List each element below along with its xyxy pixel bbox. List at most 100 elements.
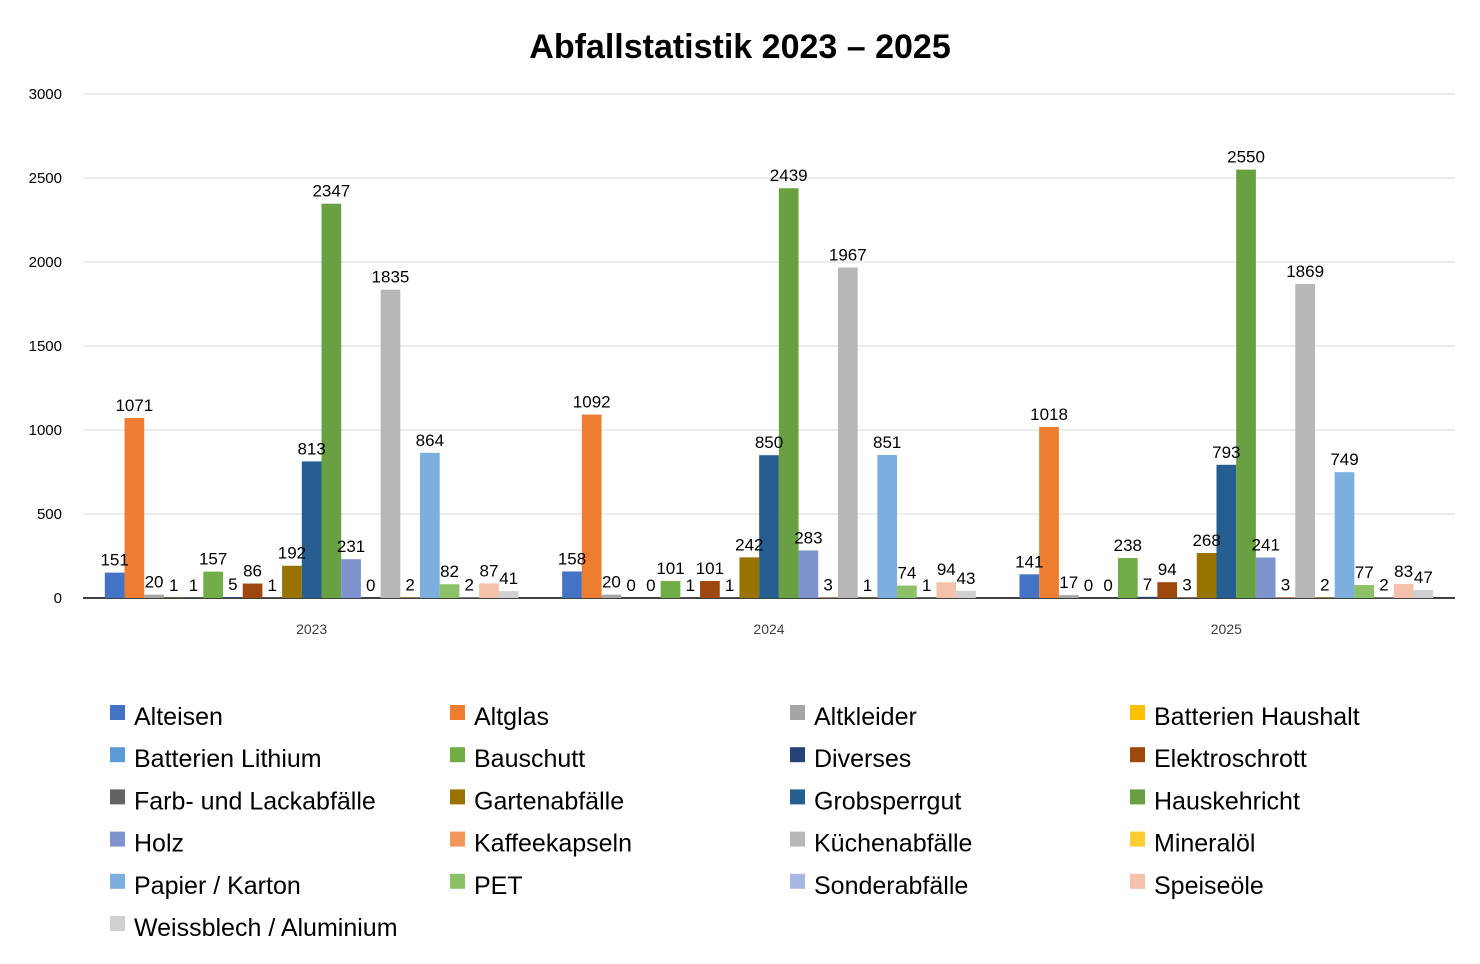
data-label: 7 — [1143, 575, 1152, 594]
data-label: 192 — [278, 544, 306, 563]
legend-swatch — [790, 874, 805, 889]
data-label: 94 — [937, 560, 956, 579]
x-tick-label: 2025 — [1211, 621, 1242, 637]
data-label: 3 — [1281, 575, 1290, 594]
data-label: 813 — [297, 439, 325, 458]
bar — [1236, 170, 1256, 598]
data-label: 86 — [243, 562, 262, 581]
data-label: 2 — [1320, 576, 1329, 595]
x-tick-label: 2024 — [753, 621, 784, 637]
bar — [1295, 284, 1315, 598]
data-label: 47 — [1414, 568, 1433, 587]
data-label: 851 — [873, 433, 901, 452]
bar — [440, 584, 460, 598]
data-label: 1 — [863, 576, 872, 595]
data-label: 74 — [897, 564, 916, 583]
data-label: 238 — [1114, 536, 1142, 555]
data-label: 20 — [602, 573, 621, 592]
bar — [1394, 584, 1414, 598]
bar — [203, 572, 223, 598]
bar — [420, 453, 440, 598]
y-tick-label: 500 — [37, 506, 62, 523]
bar — [243, 584, 263, 598]
data-label: 158 — [558, 549, 586, 568]
legend-swatch — [110, 916, 125, 931]
data-label: 141 — [1015, 552, 1043, 571]
bar — [1413, 590, 1433, 598]
bar — [838, 268, 858, 598]
legend-label: Gartenabfälle — [474, 787, 624, 815]
legend-swatch — [790, 705, 805, 720]
bar — [1197, 553, 1217, 598]
y-tick-label: 2500 — [29, 170, 62, 187]
legend-label: Papier / Karton — [134, 872, 301, 900]
data-label: 1 — [268, 576, 277, 595]
legend-label: Diverses — [814, 745, 911, 773]
bar — [877, 455, 897, 598]
legend-label: Bauschutt — [474, 745, 585, 773]
bar — [562, 571, 582, 598]
x-tick-label: 2023 — [296, 621, 327, 637]
legend-label: Kaffeekapseln — [474, 830, 632, 858]
bar — [739, 557, 759, 598]
data-label: 94 — [1158, 560, 1177, 579]
legend-label: Farb- und Lackabfälle — [134, 787, 376, 815]
data-label: 864 — [416, 431, 444, 450]
bar — [302, 461, 322, 598]
data-label: 2 — [405, 576, 414, 595]
data-label: 2439 — [770, 166, 808, 185]
data-label: 1 — [169, 576, 178, 595]
legend-label: Sonderabfälle — [814, 872, 968, 900]
data-label: 283 — [794, 528, 822, 547]
bar — [1157, 582, 1177, 598]
legend-swatch — [450, 705, 465, 720]
y-tick-label: 1500 — [29, 338, 62, 355]
legend-label: Weissblech / Aluminium — [134, 914, 398, 942]
data-label: 101 — [656, 559, 684, 578]
bar — [700, 581, 720, 598]
data-label: 87 — [480, 561, 499, 580]
data-label: 0 — [626, 576, 635, 595]
data-label: 749 — [1330, 450, 1358, 469]
y-tick-label: 0 — [54, 590, 62, 607]
bar — [818, 597, 838, 598]
bar — [759, 455, 779, 598]
data-label: 2 — [1379, 576, 1388, 595]
data-label: 1018 — [1030, 405, 1068, 424]
legend-swatch — [110, 747, 125, 762]
chart-title: Abfallstatistik 2023 – 2025 — [529, 28, 950, 66]
data-label: 43 — [957, 569, 976, 588]
bar — [381, 290, 401, 598]
legend-swatch — [1130, 832, 1145, 847]
data-label: 83 — [1394, 562, 1413, 581]
legend-swatch — [1130, 705, 1145, 720]
data-label: 231 — [337, 537, 365, 556]
bar — [499, 591, 519, 598]
legend-swatch — [790, 789, 805, 804]
data-label: 793 — [1212, 443, 1240, 462]
data-label: 151 — [100, 551, 128, 570]
legend-label: Altkleider — [814, 703, 917, 731]
data-label: 0 — [1103, 576, 1112, 595]
bar — [1118, 558, 1138, 598]
data-label: 1 — [922, 576, 931, 595]
legend-swatch — [110, 874, 125, 889]
data-label: 0 — [366, 576, 375, 595]
data-label: 82 — [440, 562, 459, 581]
bar — [282, 566, 302, 598]
bar — [1039, 427, 1059, 598]
bar — [582, 415, 602, 598]
data-label: 3 — [823, 575, 832, 594]
data-label: 1 — [725, 576, 734, 595]
bar — [602, 595, 622, 598]
data-label: 2347 — [312, 182, 350, 201]
y-tick-label: 3000 — [29, 86, 62, 103]
legend-swatch — [790, 747, 805, 762]
data-label: 268 — [1192, 531, 1220, 550]
bar — [341, 559, 361, 598]
bar — [1335, 472, 1355, 598]
bar — [956, 591, 976, 598]
legend-label: Altglas — [474, 703, 549, 731]
